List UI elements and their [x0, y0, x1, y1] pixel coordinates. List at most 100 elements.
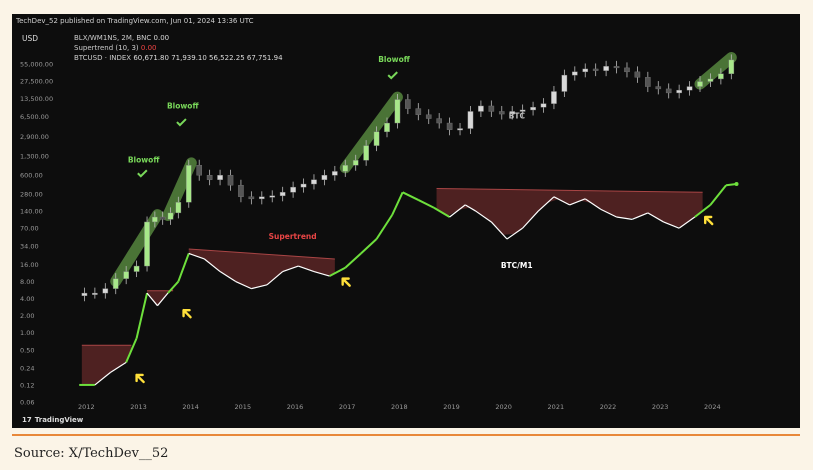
candle: [290, 186, 296, 193]
candle: [519, 109, 526, 112]
candle: [133, 265, 140, 272]
ratio-segment: [177, 253, 190, 282]
candle: [540, 103, 547, 108]
annotation-label: BTC: [509, 112, 526, 121]
candle: [384, 122, 390, 133]
candle: [634, 71, 641, 78]
legend-indicator-value: 0.00: [140, 44, 157, 52]
legend-symbol-value: 0.00: [153, 34, 170, 42]
y-tick-label: 1,300.00: [20, 153, 49, 161]
publisher-line: TechDev_52 published on TradingView.com,…: [16, 17, 254, 25]
candle: [603, 66, 609, 71]
candle: [582, 68, 589, 73]
candle: [446, 122, 453, 130]
candle: [159, 216, 166, 220]
candle: [373, 131, 380, 146]
ratio-segment: [167, 280, 180, 294]
ratio-segment: [125, 337, 138, 363]
candle: [144, 221, 150, 267]
supertrend-band: [81, 345, 132, 385]
source-caption: Source: X/TechDev__52: [14, 446, 169, 461]
candle: [728, 59, 735, 74]
candle: [332, 171, 338, 176]
ratio-segment: [506, 227, 523, 240]
ratio-segment: [647, 212, 664, 223]
candle: [655, 86, 662, 90]
blowoff-highlight: [694, 52, 737, 90]
ratio-segment: [146, 292, 158, 307]
x-tick-label: 2014: [182, 403, 199, 411]
ratio-segment: [313, 270, 330, 277]
ratio-segment: [569, 198, 586, 206]
ratio-segment: [219, 271, 237, 283]
x-tick-label: 2013: [130, 403, 147, 411]
y-tick-label: 1.00: [20, 329, 34, 337]
y-tick-label: 2,900.00: [20, 133, 49, 141]
ratio-segment: [694, 204, 712, 218]
x-tick-label: 2020: [495, 403, 512, 411]
candle: [676, 89, 682, 94]
ratio-segment: [449, 204, 466, 218]
btc-candles: [81, 52, 737, 302]
candle: [217, 175, 223, 180]
ratio-endpoint: [734, 182, 739, 187]
ratio-segment: [329, 266, 346, 277]
annotation-label: Blowoff: [167, 102, 200, 111]
candle: [561, 74, 568, 92]
candle: [279, 192, 286, 197]
x-tick-label: 2015: [235, 403, 252, 411]
tradingview-logo-text: TradingView: [34, 416, 84, 424]
y-tick-label: 6,500.00: [20, 113, 49, 121]
candle: [300, 183, 307, 188]
ratio-segment: [402, 191, 419, 201]
arrow-icon: [135, 373, 145, 384]
annotations: BlowoffBlowoffBlowoffNo BlowoffSupertren…: [128, 55, 714, 384]
ratio-segment: [298, 265, 315, 273]
supertrend-band: [188, 248, 335, 288]
y-tick-label: 0.12: [20, 381, 34, 389]
annotation-label: BTC/M1: [501, 261, 533, 270]
legend-btc-values: 60,671.80 71,939.10 56,522.25 67,751.94: [133, 54, 283, 62]
supertrend-band: [436, 188, 703, 235]
annotation-label: Blowoff: [128, 156, 161, 165]
y-tick-label: 0.50: [20, 346, 34, 354]
supertrend-line: [436, 188, 703, 193]
ratio-segment: [235, 280, 252, 290]
ratio-segment: [375, 214, 394, 240]
x-tick-label: 2023: [652, 403, 669, 411]
ratio-segment: [188, 252, 205, 260]
ratio-segment: [631, 212, 649, 220]
candle: [436, 118, 442, 124]
y-tick-label: 70.00: [20, 225, 39, 233]
candle: [572, 71, 578, 76]
blowoff-highlight: [339, 91, 403, 174]
candle: [394, 99, 401, 124]
candle: [196, 165, 203, 176]
candle: [185, 165, 192, 203]
candle: [311, 179, 317, 185]
ratio-segment: [522, 210, 539, 229]
candle: [112, 278, 119, 289]
blowoff-highlight: [110, 209, 163, 287]
x-tick-label: 2012: [78, 403, 95, 411]
ratio-segment: [251, 284, 268, 290]
candle: [645, 77, 651, 87]
annotation-label: Blowoff: [378, 55, 411, 64]
candle: [102, 288, 109, 294]
ratio-segment: [266, 271, 284, 286]
y-axis-ticks: 55,000.00 27,500.00 13,500.00 6,500.00 2,900…: [20, 61, 53, 407]
y-tick-label: 600.00: [20, 172, 43, 180]
legend-symbol: BLX/WM1NS, 2M, BNC 0.00: [74, 34, 169, 42]
candle: [530, 107, 536, 111]
candle: [467, 111, 474, 129]
x-tick-label: 2018: [391, 403, 408, 411]
check-icon: [137, 169, 148, 178]
legend-btc: BTCUSD · INDEX 60,671.80 71,939.10 56,52…: [74, 54, 283, 62]
supertrend-bands: [81, 188, 703, 385]
check-icon: [387, 71, 398, 80]
y-tick-label: 8.00: [20, 278, 34, 286]
x-tick-label: 2019: [443, 403, 460, 411]
check-icon: [176, 118, 187, 127]
legend-indicator-label: Supertrend (10, 3): [74, 44, 139, 52]
candle: [707, 78, 714, 82]
